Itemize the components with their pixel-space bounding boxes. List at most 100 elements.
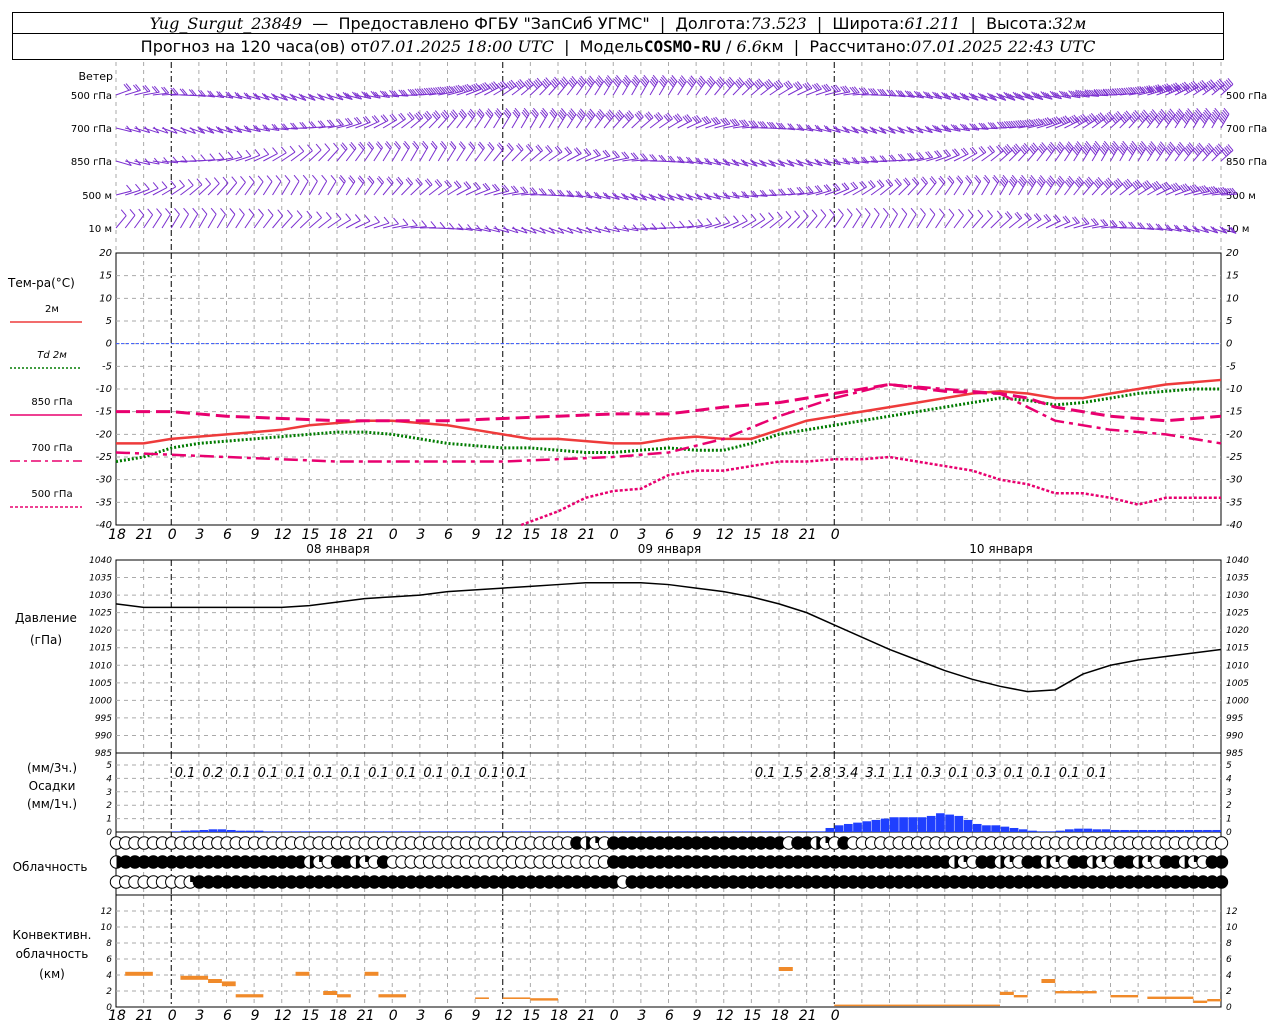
wind-barb-feather (205, 177, 211, 185)
wind-barb-feather (1036, 180, 1043, 188)
wind-barb (143, 187, 159, 196)
wind-barb-feather (513, 83, 520, 90)
precip-bar (494, 831, 503, 832)
wind-barb-feather (716, 79, 723, 87)
wind-barb (907, 182, 920, 196)
precip-bar (797, 831, 807, 832)
wind-barb-feather (611, 151, 618, 158)
wind-barb-feather (1024, 213, 1030, 221)
wind-barb-feather (846, 208, 853, 215)
wind-barb-feather (1158, 112, 1164, 120)
wind-barb-feather (1179, 83, 1186, 91)
temp-ylabel: Тем-ра(°С) (7, 276, 75, 290)
wind-barb-feather (731, 158, 738, 166)
y-tick-label: -30 (96, 475, 112, 486)
wind-barb-feather (900, 153, 906, 161)
wind-barb-feather (1082, 146, 1089, 154)
wind-barb-feather (1175, 82, 1181, 90)
wind-barb-feather (329, 119, 335, 127)
wind-barb-feather (1201, 185, 1208, 193)
wind-barb-feather (596, 77, 603, 84)
wind-barb-feather (979, 93, 986, 100)
wind-barb-feather (432, 87, 439, 95)
wind-barb-feather (835, 84, 841, 92)
y-tick-label: 5 (106, 316, 112, 327)
precip-bar (530, 831, 540, 832)
wind-barb-feather (1037, 178, 1044, 186)
wind-barb (235, 182, 246, 196)
wind-barb-feather (135, 84, 141, 91)
wind-barb-feather (694, 192, 701, 200)
wind-barb-feather (1136, 148, 1143, 156)
wind-barb-feather (648, 193, 655, 200)
wind-barb-feather (213, 177, 220, 184)
wind-barb-feather (1164, 148, 1171, 156)
wind-barb-feather (351, 91, 358, 99)
wind-barb-feather (1003, 121, 1010, 128)
wind-barb-feather (1159, 141, 1166, 148)
wind-barb-feather (1166, 83, 1172, 90)
wind-barb-feather (353, 117, 360, 125)
wind-barb-feather (522, 109, 529, 117)
wind-barb-feather (1010, 120, 1017, 128)
y-tick-label-right: 0 (1226, 339, 1232, 350)
wind-barb-feather (311, 174, 318, 182)
precip-bar (926, 815, 936, 832)
conv-x-labels: 18 21 0 3 6 9 12 15 18 21 0 3 6 9 12 15 18 21 0 3 6 9 12 15 18 21… (108, 1008, 840, 1024)
wind-barb (456, 147, 466, 162)
wind-barb (189, 184, 203, 196)
wind-barb-feather (851, 157, 858, 164)
wind-barb-feather (602, 150, 609, 158)
wind-barb (898, 213, 908, 229)
y-tick-label: 1005 (89, 679, 112, 689)
wind-barb-feather (632, 152, 639, 160)
wind-barb (511, 113, 521, 129)
conv-bar (235, 994, 264, 998)
wind-barb (1064, 147, 1074, 162)
y-tick-label: 1020 (89, 626, 112, 636)
wind-barb-feather (1013, 145, 1020, 152)
wind-barb-feather (1028, 147, 1035, 155)
wind-barb-feather (319, 120, 326, 127)
wind-barb-feather (916, 152, 922, 159)
wind-barb-feather (275, 175, 282, 182)
wind-barb-feather (1182, 184, 1189, 191)
precip-3h-label: 1.1 (893, 766, 914, 781)
wind-barb-feather (568, 111, 574, 119)
wind-barb-feather (623, 115, 630, 122)
wind-barb-feather (829, 208, 835, 216)
x-tick-label: 6 (665, 527, 674, 543)
precip-bar (632, 831, 641, 832)
wind-barb-feather (407, 88, 414, 96)
wind-barb-feather (586, 112, 593, 119)
precip-bar (1138, 829, 1148, 832)
precip-bar (890, 817, 899, 832)
wind-barb-feather (1104, 114, 1111, 122)
wind-barb-feather (1202, 149, 1208, 157)
wind-barb-feather (634, 74, 641, 82)
wind-barb-feather (1205, 107, 1212, 115)
wind-barb-feather (643, 74, 650, 82)
precip-bar (236, 830, 245, 832)
wind-barb-feather (263, 148, 270, 155)
wind-barb (308, 180, 318, 196)
wind-barb-feather (671, 75, 678, 82)
wind-barb-feather (1195, 83, 1202, 91)
wind-barb-feather (1122, 140, 1129, 148)
wind-barb-feather (484, 82, 491, 89)
wind-barb-feather (479, 141, 485, 149)
wind-barb-feather (1186, 84, 1193, 91)
y-tick-label: 2 (106, 987, 112, 997)
wind-barb-feather (1051, 117, 1058, 125)
wind-barb-feather (443, 109, 450, 117)
wind-barb-feather (749, 159, 756, 166)
wind-barb-feather (651, 154, 658, 161)
precip-bar (1166, 829, 1175, 832)
wind-barb-feather (768, 159, 774, 167)
wind-barb (373, 222, 390, 229)
wind-barb (373, 181, 384, 196)
wind-barb-feather (531, 187, 538, 194)
wind-barb-feather (1217, 187, 1224, 195)
wind-barb (115, 160, 132, 166)
wind-barb-feather (1083, 217, 1090, 224)
